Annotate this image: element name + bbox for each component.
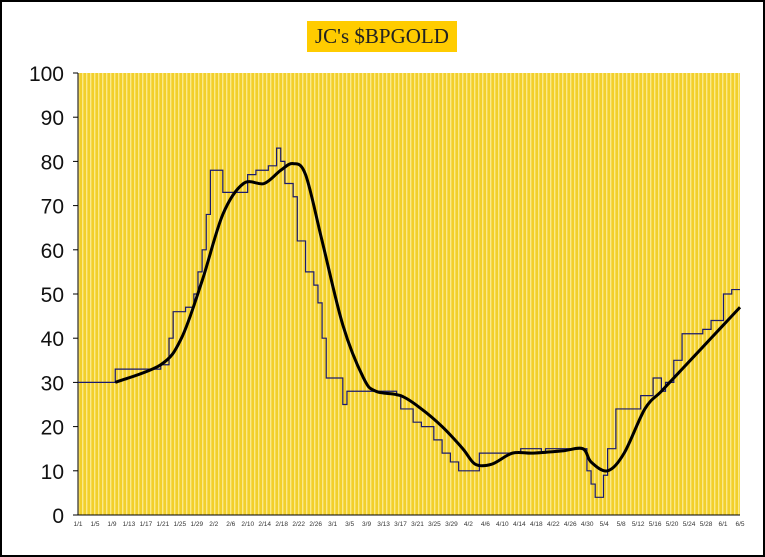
x-tick-label: 5/16 xyxy=(649,521,662,528)
x-tick-label: 5/8 xyxy=(617,521,626,528)
x-tick-label: 3/17 xyxy=(394,521,407,528)
x-tick-label: 3/9 xyxy=(362,521,371,528)
x-tick-label: 2/2 xyxy=(209,521,218,528)
x-tick-label: 4/2 xyxy=(464,521,473,528)
x-tick-label: 3/29 xyxy=(445,521,458,528)
chart-title: JC's $BPGOLD xyxy=(307,21,457,52)
x-tick-label: 3/1 xyxy=(328,521,337,528)
y-tick-label: 40 xyxy=(41,328,64,351)
y-tick-label: 50 xyxy=(41,284,64,307)
x-tick-label: 2/18 xyxy=(275,521,288,528)
plot-area xyxy=(78,73,740,515)
x-tick-label: 1/29 xyxy=(190,521,203,528)
y-tick-label: 100 xyxy=(29,63,64,86)
x-tick-label: 5/20 xyxy=(666,521,679,528)
x-tick-label: 5/28 xyxy=(700,521,713,528)
x-tick-label: 1/1 xyxy=(73,521,82,528)
x-tick-label: 2/14 xyxy=(258,521,271,528)
y-tick-label: 30 xyxy=(41,372,64,395)
y-tick-label: 20 xyxy=(41,417,64,440)
x-tick-label: 2/6 xyxy=(226,521,235,528)
y-tick-label: 90 xyxy=(41,107,64,130)
x-tick-label: 5/12 xyxy=(632,521,645,528)
x-tick-label: 2/22 xyxy=(292,521,305,528)
x-tick-label: 5/24 xyxy=(683,521,696,528)
x-tick-label: 1/9 xyxy=(107,521,116,528)
x-tick-label: 4/26 xyxy=(564,521,577,528)
x-tick-label: 4/14 xyxy=(513,521,526,528)
y-tick-label: 80 xyxy=(41,151,64,174)
y-tick-label: 60 xyxy=(41,240,64,263)
x-tick-label: 4/6 xyxy=(481,521,490,528)
x-tick-label: 4/10 xyxy=(496,521,509,528)
y-tick-label: 0 xyxy=(52,505,64,528)
x-tick-label: 3/5 xyxy=(345,521,354,528)
x-tick-label: 3/13 xyxy=(377,521,390,528)
x-tick-label: 1/5 xyxy=(90,521,99,528)
x-tick-label: 1/21 xyxy=(157,521,170,528)
x-tick-label: 6/5 xyxy=(735,521,744,528)
x-tick-label: 1/13 xyxy=(123,521,136,528)
x-tick-label: 4/22 xyxy=(547,521,560,528)
x-tick-label: 6/1 xyxy=(719,521,728,528)
y-tick-label: 10 xyxy=(41,461,64,484)
y-tick-label: 70 xyxy=(41,196,64,219)
x-tick-label: 2/26 xyxy=(309,521,322,528)
x-tick-label: 4/18 xyxy=(530,521,543,528)
x-tick-label: 1/17 xyxy=(140,521,153,528)
x-tick-label: 4/30 xyxy=(581,521,594,528)
x-tick-label: 5/4 xyxy=(600,521,609,528)
series-line-moving-average xyxy=(114,162,742,473)
x-tick-label: 1/25 xyxy=(174,521,187,528)
x-tick-label: 3/25 xyxy=(428,521,441,528)
x-tick-label: 2/10 xyxy=(241,521,254,528)
x-tick-label: 3/21 xyxy=(411,521,424,528)
